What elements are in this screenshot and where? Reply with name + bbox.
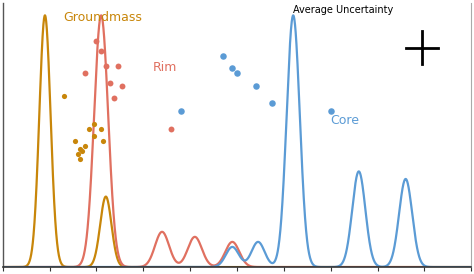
Point (219, 53, 227, 58)
Point (91, 121, 98, 126)
Point (252, 84, 260, 88)
Point (327, 109, 335, 113)
Point (91, 134, 98, 138)
Point (76, 157, 84, 161)
Point (93, 38, 100, 43)
Point (76, 147, 84, 151)
Point (100, 139, 107, 143)
Text: Average Uncertainty: Average Uncertainty (293, 5, 393, 15)
Point (106, 81, 113, 85)
Point (228, 66, 236, 70)
Point (86, 126, 93, 131)
Point (97, 126, 105, 131)
Point (114, 64, 121, 68)
Point (72, 139, 79, 143)
Text: Groundmass: Groundmass (64, 11, 143, 24)
Point (118, 84, 126, 88)
Text: Core: Core (331, 114, 360, 127)
Text: Rim: Rim (153, 61, 177, 74)
Point (79, 149, 86, 153)
Point (97, 48, 105, 53)
Point (81, 71, 89, 75)
Point (102, 64, 109, 68)
Point (268, 101, 276, 106)
Point (74, 152, 82, 156)
Point (168, 126, 175, 131)
Point (233, 71, 241, 75)
Point (177, 109, 184, 113)
Point (60, 94, 67, 98)
Point (110, 96, 118, 101)
Point (81, 144, 89, 149)
